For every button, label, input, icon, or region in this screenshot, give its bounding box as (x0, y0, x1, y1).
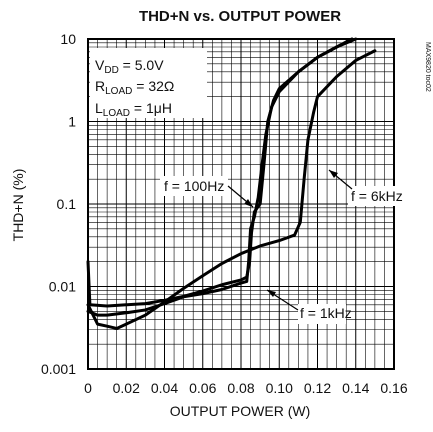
y-tick-label: 0.001 (41, 361, 76, 377)
x-tick-label: 0.04 (151, 380, 178, 396)
chart-title: THD+N vs. OUTPUT POWER (139, 8, 341, 25)
label-100hz: f = 100Hz (160, 176, 254, 208)
svg-text:f = 6kHz: f = 6kHz (351, 188, 403, 204)
x-tick-label: 0.10 (266, 380, 293, 396)
y-axis-label: THD+N (%) (10, 169, 26, 242)
label-1khz: f = 1kHz (266, 289, 352, 324)
side-note: MAX9820 toc02 (424, 42, 431, 92)
lload-condition: LLOAD = 1μH (95, 100, 172, 119)
series-1khz-line (86, 37, 358, 317)
series-6khz-line (86, 49, 377, 330)
x-tick-label: 0.14 (342, 380, 369, 396)
x-tick-label: 0.02 (113, 380, 140, 396)
tick-labels: 0 0.02 0.04 0.06 0.08 0.10 0.12 0.14 0.16 0.001 0.… (41, 31, 408, 396)
x-axis-label: OUTPUT POWER (W) (170, 403, 311, 419)
x-tick-label: 0.08 (227, 380, 254, 396)
y-tick-label: 0.01 (49, 279, 76, 295)
y-tick-label: 1 (68, 114, 76, 130)
series-lines (86, 37, 377, 330)
svg-text:f = 1kHz: f = 1kHz (300, 305, 352, 321)
x-tick-label: 0.06 (189, 380, 216, 396)
vdd-condition: VDD = 5.0V (95, 57, 164, 76)
y-tick-label: 0.1 (57, 196, 77, 212)
rload-condition: RLOAD = 32Ω (95, 78, 174, 97)
label-6khz: f = 6kHz (328, 169, 403, 206)
x-tick-label: 0.12 (304, 380, 331, 396)
x-tick-label: 0 (84, 380, 92, 396)
y-tick-label: 10 (60, 31, 76, 47)
svg-text:f = 100Hz: f = 100Hz (164, 178, 224, 194)
conditions-box: VDD = 5.0V RLOAD = 32Ω LLOAD = 1μH (90, 48, 207, 119)
x-tick-label: 0.16 (380, 380, 407, 396)
